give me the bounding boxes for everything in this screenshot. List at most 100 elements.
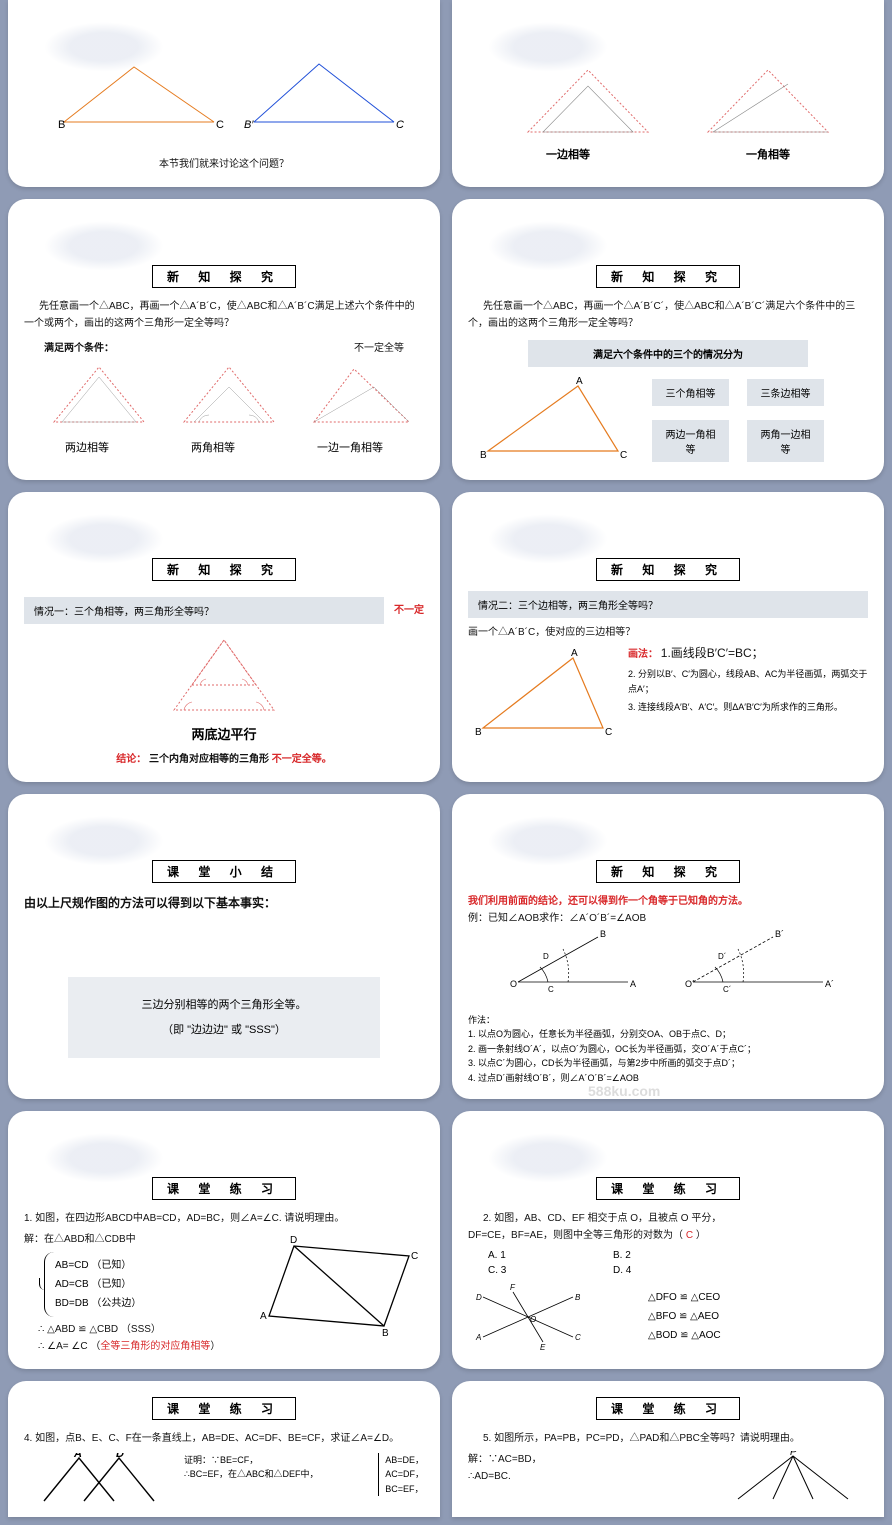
zf-step2: 2. 画一条射线O´A´，以点O´为圆心，OC长为半径画弧，交O´A´于点C´；: [468, 1042, 868, 1056]
two-triangles-svg: A D: [24, 1453, 174, 1503]
section-title: 新 知 探 究: [468, 265, 868, 288]
svg-text:E: E: [540, 1343, 546, 1352]
mc-options: A. 1 B. 2 C. 3 D. 4: [488, 1250, 708, 1276]
section-title: 课 堂 练 习: [24, 1397, 424, 1420]
svg-text:O: O: [510, 979, 517, 989]
svg-text:C′: C′: [396, 119, 404, 131]
slide2-labels: 一边相等 一角相等: [468, 146, 868, 162]
q5-l2: ∴AD=BC.: [468, 1468, 708, 1485]
opt-three-sides[interactable]: 三条边相等: [747, 379, 824, 406]
slide-5: 新 知 探 究 情况一：三个角相等，两三角形全等吗？ 不一定 两底边平行 结论：…: [8, 492, 440, 782]
triangles-abc-abc-prime: B C B′ C′: [44, 62, 404, 142]
summary-box: 三边分别相等的两个三角形全等。 （即 "边边边" 或 "SSS"）: [68, 977, 380, 1057]
svg-text:A: A: [630, 979, 636, 989]
q1-text: 1. 如图，在四边形ABCD中AB=CD，AD=BC，则∠A=∠C. 请说明理由…: [24, 1210, 424, 1227]
step1: 1.画线段B′C′=BC；: [661, 646, 764, 660]
section-title: 新 知 探 究: [468, 558, 868, 581]
slide-12: 课 堂 练 习 5. 如图所示，PA=PB，PC=PD，△PAD和△PBC全等吗…: [452, 1381, 884, 1517]
svg-text:D: D: [476, 1293, 482, 1302]
svg-text:B: B: [382, 1328, 389, 1339]
opt-c[interactable]: C. 3: [488, 1265, 583, 1276]
not-congruent-label: 不一定全等: [354, 340, 404, 357]
q4-text: 4. 如图，点B、E、C、F在一条直线上，AB=DE、AC=DF、BE=CF，求…: [24, 1430, 424, 1447]
sss-fact: 三边分别相等的两个三角形全等。: [88, 993, 360, 1017]
three-cond-header: 满足六个条件中的三个的情况分为: [528, 340, 808, 367]
q2-line1: 2. 如图，AB、CD、EF 相交于点 O，且被点 O 平分，: [468, 1210, 868, 1227]
case1-box: 情况一：三个角相等，两三角形全等吗？: [24, 597, 384, 624]
section-title: 课 堂 小 结: [24, 860, 424, 883]
zf-step4: 4. 过点D´画射线O´B´，则∠A´O´B´=∠AOB: [468, 1071, 868, 1085]
lab-side-angle: 一边一角相等: [317, 439, 383, 455]
opt-three-angles[interactable]: 三个角相等: [652, 379, 729, 406]
case2-sub: 画一个△A´B´C，使对应的三边相等？: [468, 624, 868, 641]
case1-answer: 不一定: [394, 602, 424, 619]
slide3-labels: 两边相等 两角相等 一边一角相等: [24, 439, 424, 455]
opt-b[interactable]: B. 2: [613, 1250, 708, 1261]
two-cond-label: 满足两个条件：: [44, 340, 114, 357]
slide1-footer: 本节我们就来讨论这个问题？: [24, 156, 424, 173]
slide-1: B C B′ C′ 本节我们就来讨论这个问题？: [8, 0, 440, 187]
svg-text:C: C: [605, 727, 612, 738]
sss-alias: （即 "边边边" 或 "SSS"）: [88, 1018, 360, 1042]
option-grid: 三个角相等 三条边相等 两边一角相等 两角一边相等: [648, 375, 828, 466]
svg-text:P: P: [790, 1451, 797, 1458]
caption-parallel: 两底边平行: [24, 724, 424, 743]
slide-7: 课 堂 小 结 由以上尺规作图的方法可以得到以下基本事实： 〖千库网 三边分别相…: [8, 794, 440, 1099]
brace-line2: AD=CB （已知）: [55, 1275, 244, 1294]
opt-d[interactable]: D. 4: [613, 1265, 708, 1276]
huafa-label: 画法：: [628, 649, 658, 660]
svg-text:O´: O´: [685, 979, 695, 989]
angle-copy-svg: O A B C D O´ A´ B´ C´ D´: [488, 927, 848, 997]
pf-head: 证明：∵BE=CF，: [184, 1453, 368, 1467]
section-title: 新 知 探 究: [24, 265, 424, 288]
svg-text:B′: B′: [244, 119, 254, 131]
one-side-one-angle: [488, 62, 848, 142]
slide-4: 新 知 探 究 先任意画一个△ABC，再画一个△A´B´C´，使△ABC和△A´…: [452, 199, 884, 480]
svg-text:B: B: [480, 450, 487, 461]
slide-9: 课 堂 练 习 1. 如图，在四边形ABCD中AB=CD，AD=BC，则∠A=∠…: [8, 1111, 440, 1369]
svg-text:D: D: [290, 1235, 297, 1246]
triangle-abc-orange: A B C: [468, 376, 638, 466]
svg-text:B: B: [58, 119, 65, 131]
svg-text:C: C: [575, 1333, 581, 1342]
parallel-base-svg: [154, 630, 294, 720]
slide-11: 课 堂 练 习 4. 如图，点B、E、C、F在一条直线上，AB=DE、AC=DF…: [8, 1381, 440, 1517]
slide4-intro: 先任意画一个△ABC，再画一个△A´B´C´，使△ABC和△A´B´C´满足六个…: [468, 298, 868, 332]
svg-text:C: C: [620, 450, 627, 461]
svg-text:C´: C´: [723, 985, 731, 994]
svg-text:D´: D´: [718, 952, 726, 961]
svg-text:A´: A´: [825, 979, 834, 989]
congr3: △BOD ≌ △AOC: [648, 1326, 721, 1345]
proof-brace: AB=CD （已知） AD=CB （已知） BD=DB （公共边）: [44, 1252, 244, 1317]
brace-line3: BD=DB （公共边）: [55, 1294, 244, 1313]
svg-text:C: C: [548, 985, 554, 994]
congr2: △BFO ≌ △AEO: [648, 1307, 721, 1326]
lab-two-sides: 两边相等: [65, 439, 109, 455]
section-title: 新 知 探 究: [468, 860, 868, 883]
concl1: ∴ △ABD ≌ △CBD （SSS）: [38, 1321, 244, 1338]
section-title: 课 堂 练 习: [468, 1177, 868, 1200]
label-one-side: 一边相等: [546, 146, 590, 162]
svg-text:D: D: [543, 952, 549, 961]
opt-a[interactable]: A. 1: [488, 1250, 583, 1261]
svg-text:F: F: [510, 1283, 516, 1292]
concl2: ∴ ∠A= ∠C （全等三角形的对应角相等）: [38, 1338, 244, 1355]
svg-text:A: A: [475, 1333, 481, 1342]
pf-brace2: AB=DE， AC=DF， BC=EF，: [378, 1453, 424, 1496]
opt-two-angle-side[interactable]: 两角一边相等: [747, 420, 824, 462]
parallelogram-svg: D C B A: [254, 1231, 424, 1341]
zuofa-label: 作法：: [468, 1013, 868, 1027]
slide-8: 新 知 探 究 我们利用前面的结论，还可以得到作一个角等于已知角的方法。 例：已…: [452, 794, 884, 1099]
lab-two-angles: 两角相等: [191, 439, 235, 455]
svg-text:O: O: [530, 1315, 536, 1324]
q5-text: 5. 如图所示，PA=PB，PC=PD，△PAD和△PBC全等吗？请说明理由。: [468, 1430, 868, 1447]
congr1: △DFO ≌ △CEO: [648, 1288, 721, 1307]
slide-10: 课 堂 练 习 2. 如图，AB、CD、EF 相交于点 O，且被点 O 平分， …: [452, 1111, 884, 1369]
angle-copy-head: 我们利用前面的结论，还可以得到作一个角等于已知角的方法。: [468, 893, 868, 910]
angle-copy-ex: 例：已知∠AOB求作：∠A´O´B´=∠AOB: [468, 910, 868, 927]
opt-two-side-angle[interactable]: 两边一角相等: [652, 420, 729, 462]
svg-text:C: C: [411, 1251, 418, 1262]
intersecting-lines-svg: A B C D E F O: [468, 1282, 588, 1352]
step3: 3. 连接线段A′B′、A′C′。则ΔA′B′C′为所求作的三角形。: [628, 700, 868, 714]
proof-pre: 解：在△ABD和△CDB中: [24, 1231, 244, 1248]
